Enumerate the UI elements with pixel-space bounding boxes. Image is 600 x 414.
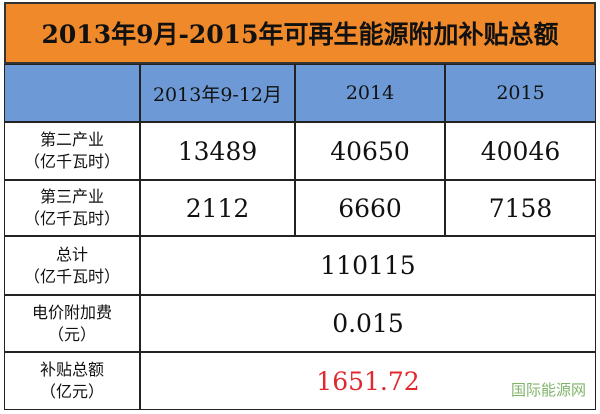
row-label-cell: 总计 （亿千瓦时）: [4, 236, 140, 295]
column-header: 2014: [345, 82, 395, 104]
header-cell: 2015: [445, 64, 596, 122]
header-cell: 2014: [295, 64, 445, 122]
row-label: 总计: [55, 244, 88, 264]
row-label: （亿千瓦时）: [23, 266, 120, 286]
watermark: 国际能源网: [510, 381, 586, 399]
value-cell: 40046: [445, 122, 596, 180]
value-cell: 13489: [140, 122, 295, 180]
cell-value: 13489: [177, 136, 258, 166]
row-label: 第二产业: [39, 130, 104, 149]
row-label: （亿千瓦时）: [23, 152, 120, 171]
row-label: 补贴总额: [39, 360, 104, 379]
cell-value: 110115: [320, 251, 416, 280]
header-cell: 2013年9-12月: [140, 64, 295, 122]
merged-value-cell: 0.015: [140, 295, 596, 352]
row-label: （亿千瓦时）: [23, 209, 120, 228]
cell-value: 40046: [480, 136, 561, 166]
cell-value: 1651.72: [316, 366, 420, 396]
row-label: 电价附加费: [31, 302, 112, 322]
column-header: 2013年9-12月: [152, 83, 283, 106]
row-label: 第三产业: [39, 187, 104, 206]
cell-value: 6660: [338, 193, 402, 223]
value-cell: 40650: [295, 122, 445, 180]
merged-value-cell: 110115: [140, 236, 596, 295]
cell-value: 7158: [488, 193, 553, 223]
merged-value-cell: 1651.72: [140, 352, 596, 410]
value-cell: 6660: [295, 180, 445, 236]
row-label: （元）: [47, 324, 96, 344]
table-title: 2013年9月-2015年可再生能源附加补贴总额: [4, 2, 596, 64]
value-cell: 2112: [140, 180, 295, 236]
row-label-cell: 第三产业 （亿千瓦时）: [4, 180, 140, 236]
row-label-cell: 第二产业 （亿千瓦时）: [4, 122, 140, 180]
row-label-cell: 补贴总额 （亿元）: [4, 352, 140, 410]
cell-value: 40650: [330, 136, 410, 166]
cell-value: 0.015: [332, 309, 404, 338]
column-header: 2015: [496, 82, 545, 104]
value-cell: 7158: [445, 180, 596, 236]
row-label-cell: 电价附加费 （元）: [4, 295, 140, 352]
header-cell: [4, 64, 140, 122]
cell-value: 2112: [185, 193, 250, 223]
row-label: （亿元）: [39, 382, 104, 401]
